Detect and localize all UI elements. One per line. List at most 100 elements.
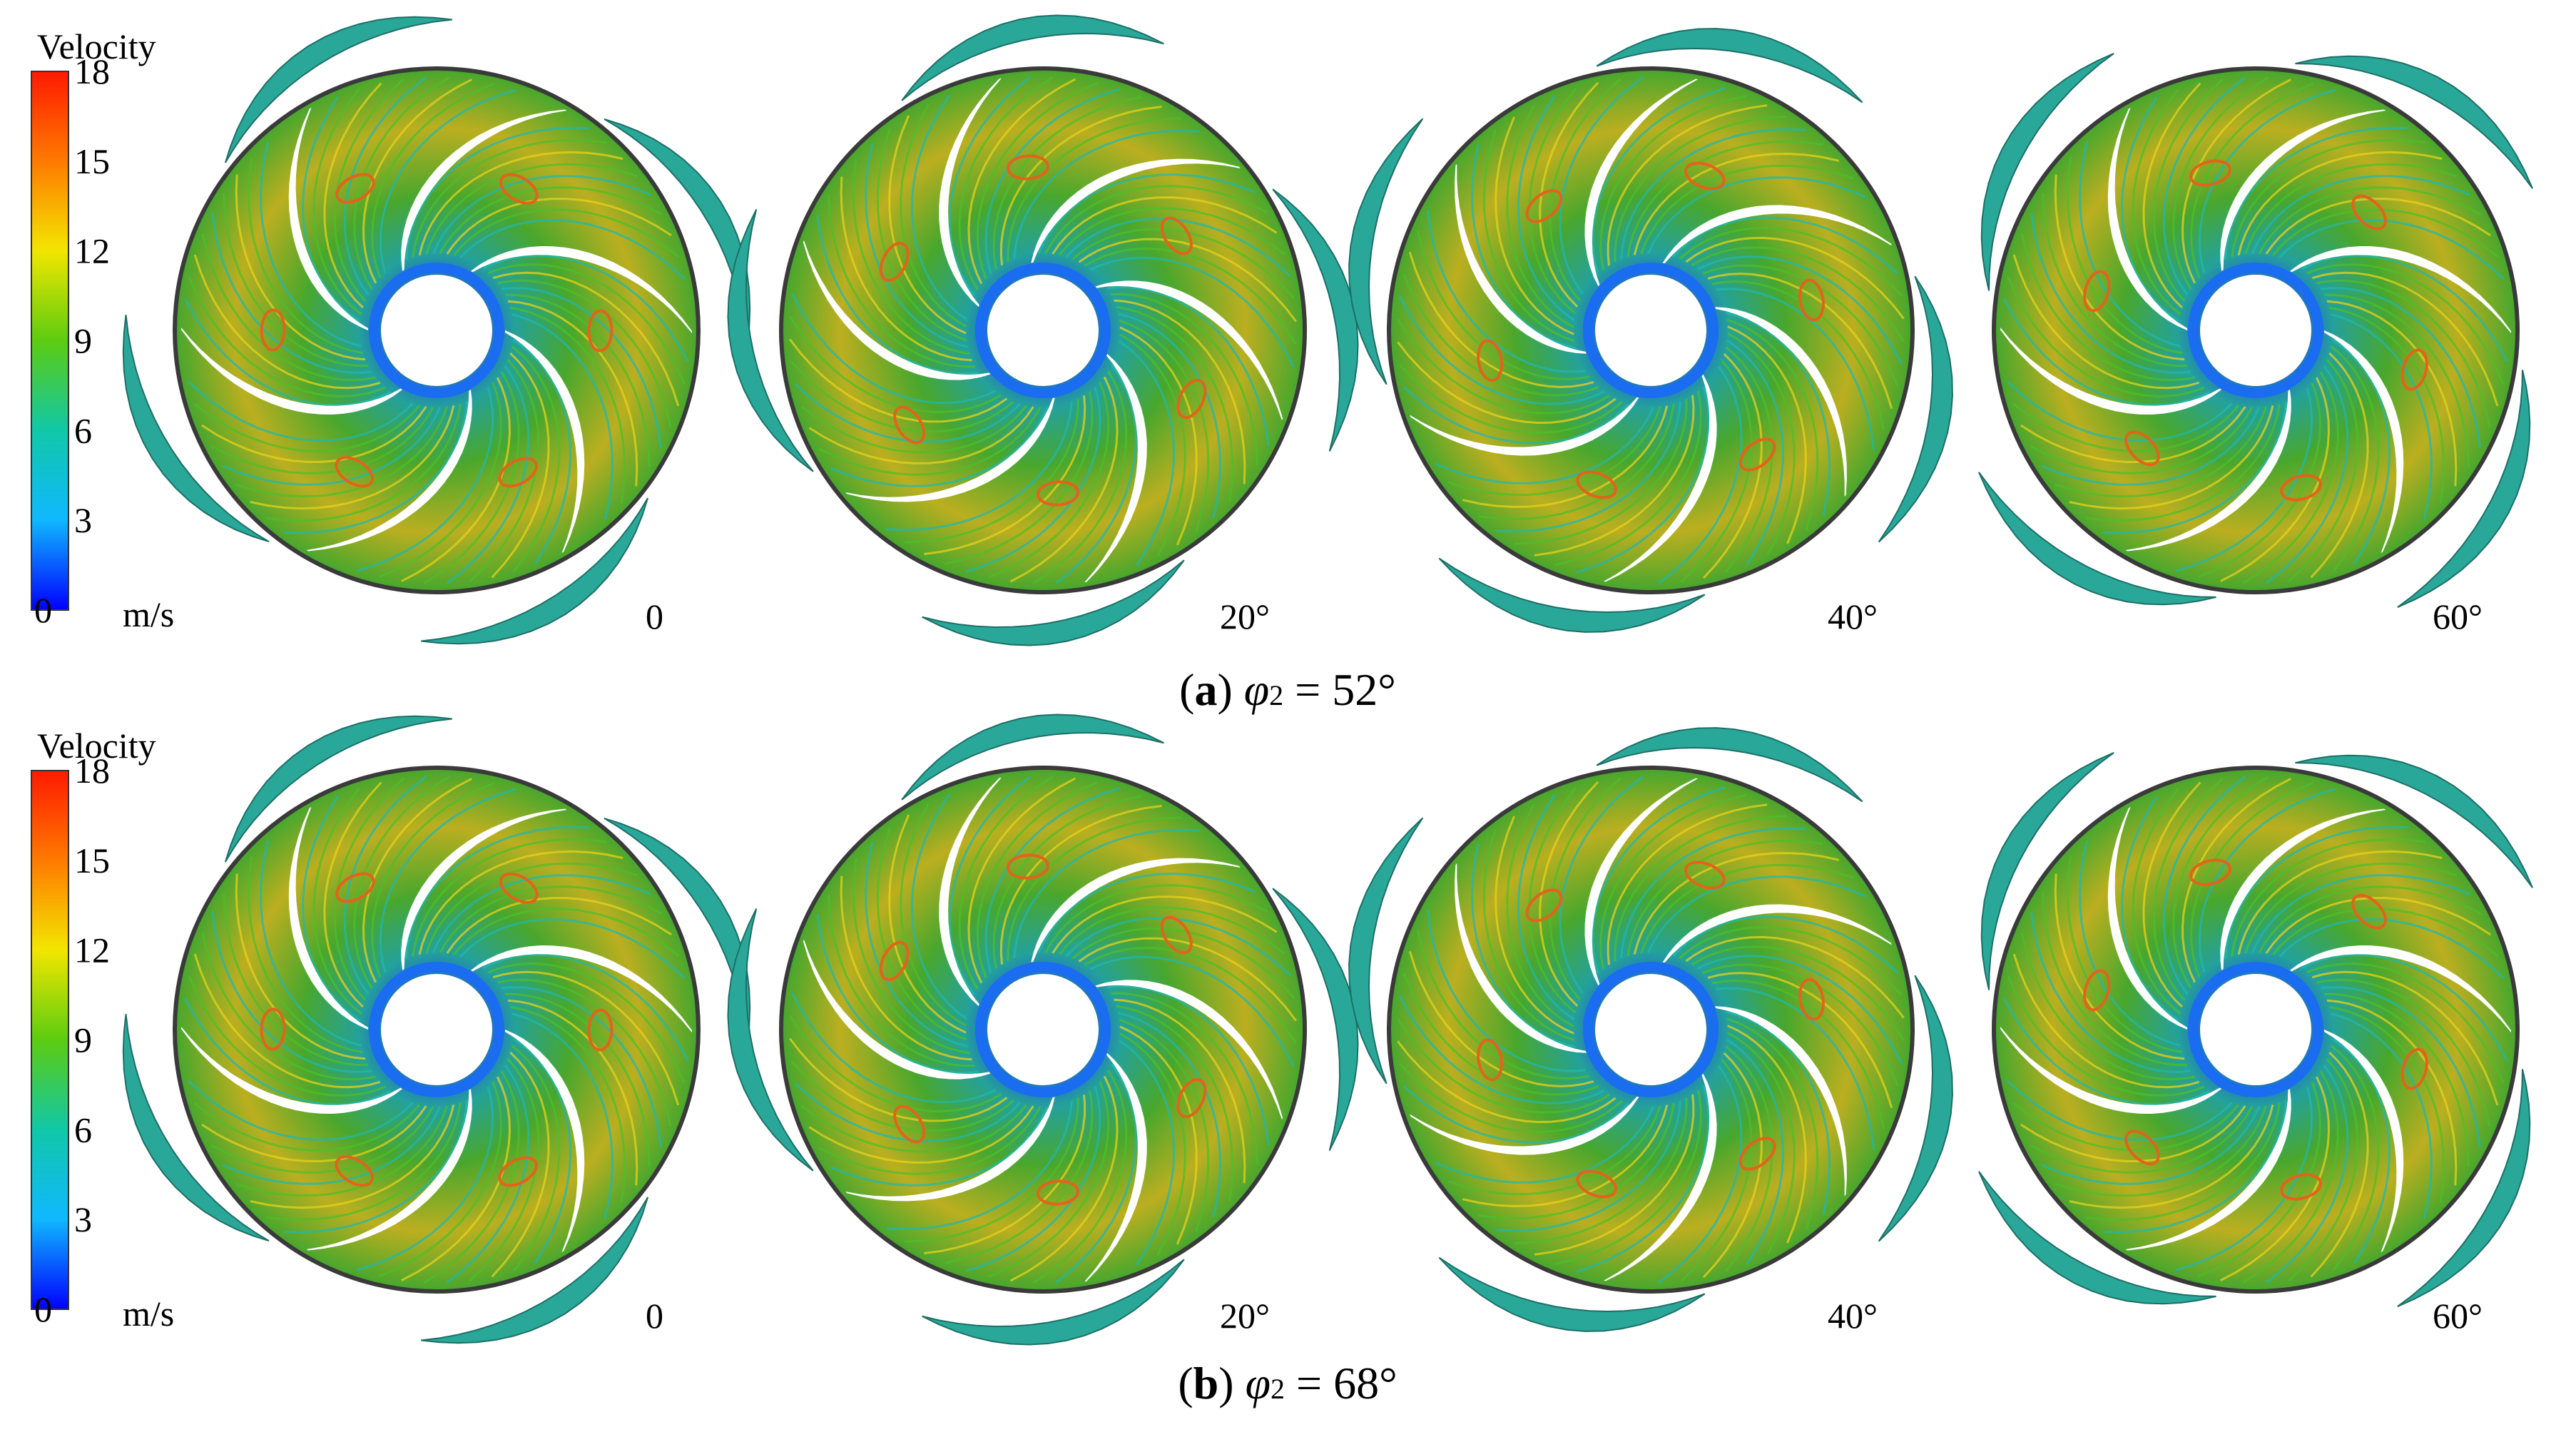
streamline [2007,276,2205,398]
streamline [790,361,1014,433]
streamline [967,78,1076,285]
vortex [1798,977,1825,1021]
streamline [2121,796,2180,1022]
streamline [1514,1097,1688,1244]
streamline [828,894,975,1067]
vortex [1160,216,1193,255]
streamline [1116,1005,1234,1202]
streamline [2330,345,2380,572]
vortex [2351,893,2387,930]
hub-eye [2200,974,2311,1085]
streamline [1397,1017,1611,1114]
streamline [2288,359,2359,583]
streamline [1397,318,1611,415]
streamline [1078,238,1297,323]
caption-variable: φ [1246,1358,1271,1408]
streamline [789,1015,1002,1113]
streamline [2152,78,2224,302]
colorbar-tick-label: 9 [74,321,92,361]
streamline [2066,157,2183,355]
streamline [2331,1037,2391,1264]
streamline [1679,226,1903,297]
volute-tongue [1980,752,2114,990]
streamline [2012,402,2239,452]
streamline [2190,781,2314,977]
streamline [1679,925,1903,996]
streamline [1697,255,1903,365]
streamline [924,1095,1086,1255]
streamline [1482,829,1575,1042]
volute-tongue [2397,1069,2531,1307]
streamline [405,826,589,959]
blade [1584,78,1699,287]
streamline [1071,228,1295,300]
streamline [1716,987,1875,1150]
volute-tongue [1272,188,1359,452]
impeller-panel: 40° [1348,28,1953,636]
vortex [1160,915,1193,955]
streamline [1399,364,1623,435]
streamline [1620,827,1806,959]
streamline [1426,210,1586,373]
streamline [1727,332,1796,556]
angle-label: 40° [1828,1296,1878,1336]
streamline [211,911,372,1073]
blade [471,945,692,1032]
hub-ring [2188,263,2323,398]
streamline [2162,776,2246,995]
streamline [1119,340,1176,567]
streamline [1592,786,1726,974]
colorbar-tick-label: 3 [74,500,92,540]
streamline [2310,1051,2369,1278]
streamline [353,76,450,290]
blade [2323,1030,2404,1253]
vortex [1798,278,1825,322]
streamline [1111,293,1258,466]
streamline [2176,1087,2313,1271]
streamline [2152,777,2224,1001]
blade [471,246,692,333]
streamline [1691,945,1905,1042]
vortex [335,872,375,903]
streamline [791,293,996,405]
streamline [2054,174,2185,361]
colorbar-title: Velocity [37,26,156,66]
streamline [1426,909,1586,1072]
volute-tongue [224,715,452,863]
streamline [1576,386,1710,574]
streamline [2198,788,2336,973]
streamline [2030,912,2191,1073]
streamline [1013,129,1201,259]
streamline [511,345,561,572]
streamline [1399,1063,1623,1134]
streamline [1633,852,1840,955]
streamline [1119,1018,1210,1232]
streamline [2323,992,2470,1167]
streamline [2328,1005,2445,1203]
streamline [885,402,1073,532]
colorbar-tick-label: 15 [74,841,110,880]
colorbar-ticks: 18 15 12 9 6 3 0 [34,51,110,630]
streamline [2306,263,2505,385]
streamline [2288,1058,2359,1282]
streamline [2069,1104,2274,1209]
volute-tongue [122,1014,270,1242]
streamline [222,407,442,486]
impeller-panel: 60° [1978,752,2533,1336]
streamline [446,365,530,584]
streamline [1408,950,1594,1087]
streamline [2132,88,2182,315]
streamline [235,406,448,498]
volute-tongue [1978,472,2216,606]
streamline [1726,1017,1819,1230]
streamline [976,82,1099,279]
vortex [893,405,926,445]
vortex [1525,189,1563,223]
streamline [482,254,689,362]
streamline [2265,897,2491,954]
streamline [818,407,1042,476]
streamline [1727,1025,1807,1244]
streamline [1711,280,1885,430]
streamline [184,298,391,407]
streamline [2030,213,2191,374]
